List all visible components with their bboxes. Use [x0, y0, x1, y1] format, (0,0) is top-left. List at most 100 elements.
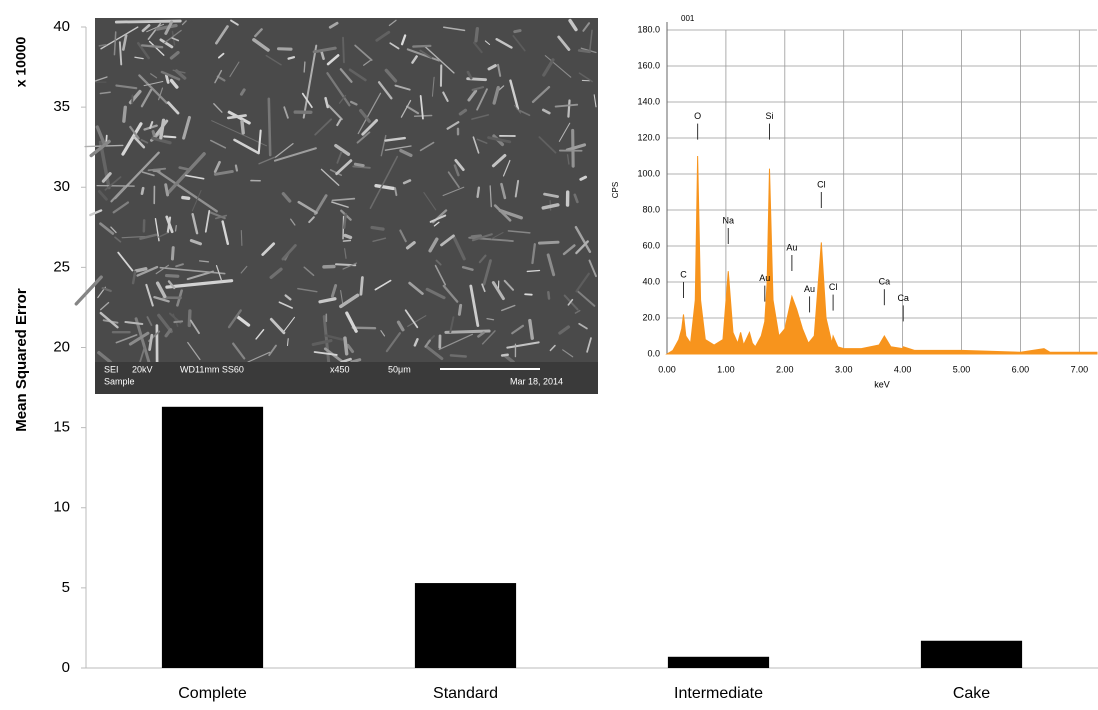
sem-info-bar [95, 362, 598, 394]
sem-crystal [342, 36, 345, 64]
sem-crystal [181, 195, 191, 201]
sem-crystal [482, 259, 492, 286]
sem-label: SEI [104, 364, 119, 374]
sem-crystal [230, 19, 239, 26]
annotation: Cl [817, 179, 826, 189]
sem-crystal [380, 330, 386, 337]
x-tick-label: Complete [178, 685, 247, 702]
sem-crystal [484, 40, 491, 46]
sem-crystal [331, 197, 356, 202]
sem-crystal [567, 298, 574, 306]
annotation: Na [723, 215, 735, 225]
sem-crystal [481, 283, 486, 293]
sem-crystal [348, 68, 367, 82]
sem-crystal [384, 136, 406, 142]
sem-crystal [97, 189, 108, 201]
sem-crystal [389, 42, 400, 50]
sem-crystal [453, 164, 460, 177]
y-axis-label: Mean Squared Error [13, 288, 30, 432]
sem-crystal [267, 97, 272, 157]
sem-crystal [258, 156, 276, 165]
sem-crystal [342, 262, 358, 270]
sem-crystal [518, 109, 531, 117]
sem-crystal [582, 22, 591, 32]
sem-label: 50μm [388, 364, 411, 374]
sem-crystal [145, 283, 154, 307]
y-tick-label: 100.0 [637, 168, 660, 178]
sem-crystal [110, 226, 117, 234]
sem-crystal [189, 319, 200, 335]
sem-crystal [128, 331, 150, 346]
sem-crystal [137, 41, 150, 60]
sem-crystal [148, 40, 165, 56]
sem-crystal [175, 263, 184, 268]
sem-crystal [492, 85, 500, 105]
sem-crystal [302, 44, 318, 119]
sem-crystal [353, 162, 365, 168]
sem-crystal [112, 201, 130, 214]
sem-crystal [141, 171, 155, 177]
sem-crystal [98, 43, 107, 47]
sem-crystal [171, 37, 180, 42]
sem-crystal [394, 84, 411, 91]
sem-crystal [149, 121, 154, 129]
annotation: Si [765, 111, 773, 121]
sem-crystal [400, 99, 412, 118]
sem-crystal [146, 316, 153, 327]
sem-crystal [502, 159, 511, 177]
sem-crystal [229, 61, 240, 78]
sem-crystal [99, 311, 119, 329]
sem-crystal [537, 240, 560, 245]
sem-crystal [486, 317, 495, 321]
sem-crystal [487, 136, 512, 144]
sem-crystal [227, 309, 242, 329]
sem-crystal [159, 266, 226, 275]
sem-crystal [268, 344, 277, 357]
sem-crystal [575, 240, 589, 255]
annotation: O [694, 111, 701, 121]
sem-crystal [428, 237, 439, 253]
sem-crystal [140, 186, 145, 196]
sem-crystal [163, 135, 177, 139]
y-tick-label: 10 [53, 499, 70, 516]
sem-crystal [97, 350, 113, 364]
sem-crystal [187, 309, 192, 328]
sem-crystal [369, 155, 399, 209]
sem-crystal [363, 59, 371, 66]
sem-crystal [469, 284, 480, 327]
sem-crystal [405, 241, 416, 250]
sem-crystal [538, 136, 557, 154]
annotation: Au [786, 242, 797, 252]
sem-crystal [191, 190, 202, 212]
sem-crystal [370, 225, 385, 231]
y-tick-label: 0 [62, 659, 70, 676]
sem-crystal [265, 54, 282, 66]
sem-crystal [158, 87, 164, 101]
sem-crystal [181, 20, 187, 26]
sem-crystal [297, 287, 318, 293]
sem-crystal [283, 316, 296, 333]
sem-crystal [173, 320, 184, 324]
sem-crystal [139, 233, 158, 240]
sem-crystal [215, 25, 229, 45]
sem-crystal [573, 193, 579, 204]
sem-crystal [352, 165, 371, 169]
bar [161, 406, 264, 668]
sem-label: Mar 18, 2014 [510, 376, 563, 386]
sem-crystal [157, 313, 173, 334]
sem-crystal [170, 246, 175, 261]
sem-crystal [167, 280, 176, 290]
sem-crystal [98, 140, 111, 190]
sem-crystal [423, 192, 437, 211]
sem-crystal [375, 30, 391, 42]
sem-crystal [444, 329, 491, 334]
x-tick-label: 0.00 [658, 364, 676, 374]
sem-crystal [340, 357, 352, 364]
sem-crystal [404, 309, 419, 329]
sem-crystal [233, 138, 260, 155]
sem-crystal [396, 320, 405, 332]
sem-crystal [159, 38, 174, 49]
sem-crystal [131, 270, 137, 285]
sem-label: x450 [330, 364, 350, 374]
sem-crystal [446, 121, 460, 130]
